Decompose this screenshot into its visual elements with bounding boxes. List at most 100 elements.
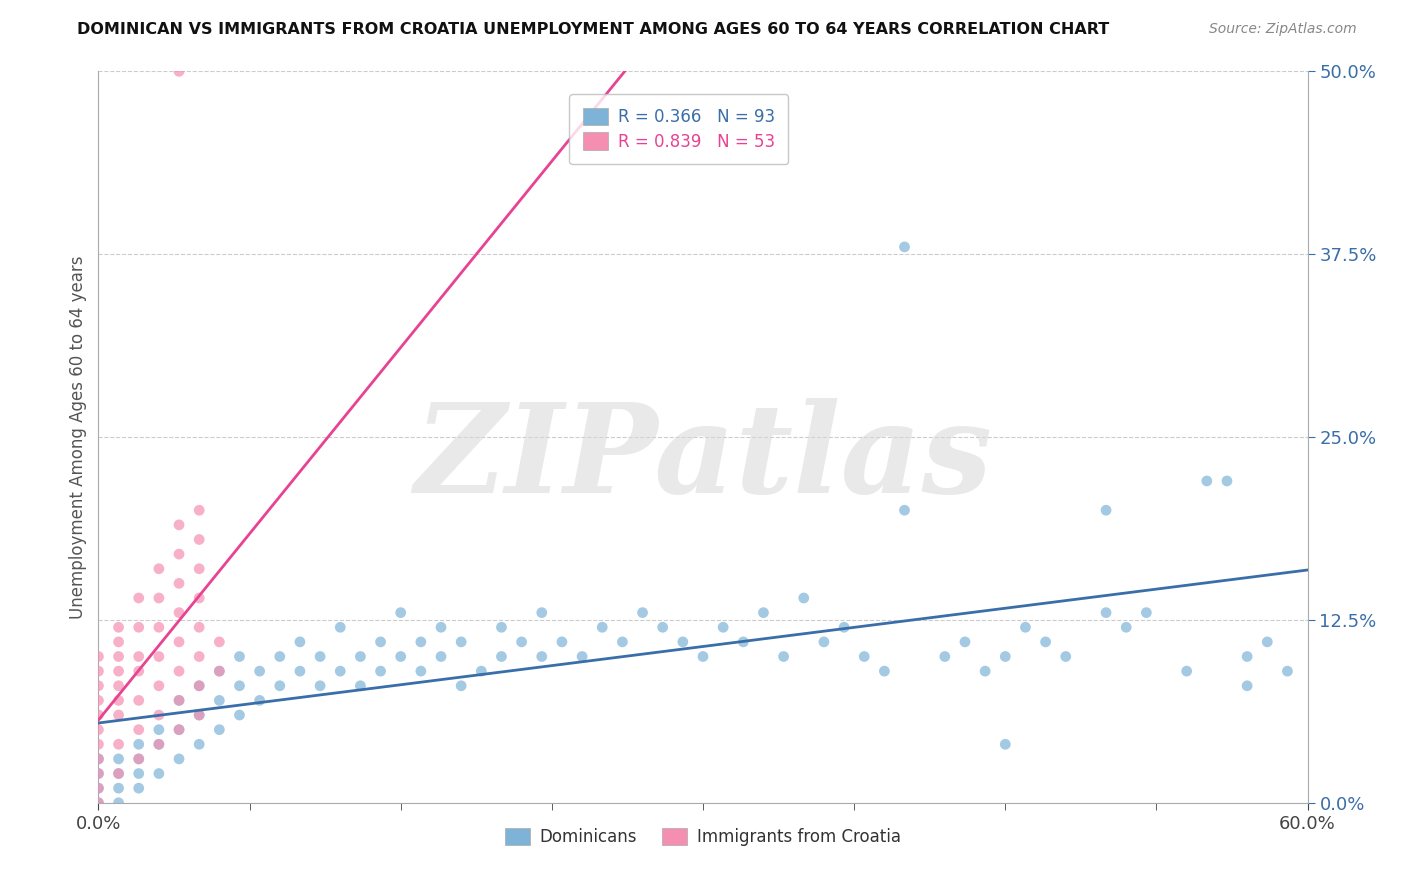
Point: [430, 649, 453, 664]
Point: [1236, 649, 1258, 664]
Y-axis label: Unemployment Among Ages 60 to 64 years: Unemployment Among Ages 60 to 64 years: [69, 255, 87, 619]
Point: [188, 533, 211, 547]
Point: [128, 693, 150, 707]
Point: [1135, 606, 1157, 620]
Point: [1054, 649, 1077, 664]
Legend: Dominicans, Immigrants from Croatia: Dominicans, Immigrants from Croatia: [498, 822, 908, 853]
Point: [409, 664, 432, 678]
Point: [893, 503, 915, 517]
Point: [107, 664, 129, 678]
Point: [994, 737, 1017, 751]
Point: [107, 693, 129, 707]
Point: [208, 664, 231, 678]
Point: [551, 635, 574, 649]
Point: [87, 796, 110, 810]
Point: [733, 635, 755, 649]
Point: [571, 649, 593, 664]
Point: [793, 591, 815, 605]
Point: [249, 664, 271, 678]
Point: [167, 693, 190, 707]
Point: [167, 576, 190, 591]
Point: [188, 679, 211, 693]
Point: [167, 635, 190, 649]
Point: [470, 664, 492, 678]
Point: [107, 752, 129, 766]
Point: [389, 606, 412, 620]
Point: [672, 635, 695, 649]
Point: [651, 620, 673, 634]
Point: [148, 766, 170, 780]
Point: [87, 723, 110, 737]
Point: [994, 649, 1017, 664]
Point: [148, 591, 170, 605]
Point: [87, 766, 110, 780]
Point: [167, 693, 190, 707]
Point: [208, 693, 231, 707]
Point: [107, 708, 129, 723]
Point: [591, 620, 613, 634]
Text: ZIPatlas: ZIPatlas: [413, 398, 993, 520]
Point: [128, 752, 150, 766]
Point: [1095, 503, 1118, 517]
Point: [288, 635, 311, 649]
Point: [87, 649, 110, 664]
Point: [128, 620, 150, 634]
Point: [148, 737, 170, 751]
Point: [711, 620, 734, 634]
Point: [249, 693, 271, 707]
Point: [208, 635, 231, 649]
Point: [128, 766, 150, 780]
Point: [934, 649, 956, 664]
Point: [692, 649, 714, 664]
Point: [87, 781, 110, 796]
Point: [329, 620, 352, 634]
Point: [188, 649, 211, 664]
Point: [389, 649, 412, 664]
Point: [269, 649, 291, 664]
Point: [87, 781, 110, 796]
Point: [87, 664, 110, 678]
Point: [772, 649, 794, 664]
Point: [188, 503, 211, 517]
Point: [450, 635, 472, 649]
Point: [430, 620, 453, 634]
Point: [188, 562, 211, 576]
Point: [228, 708, 250, 723]
Point: [188, 737, 211, 751]
Point: [128, 649, 150, 664]
Point: [349, 679, 371, 693]
Point: [87, 752, 110, 766]
Point: [1216, 474, 1239, 488]
Point: [188, 708, 211, 723]
Point: [167, 547, 190, 561]
Point: [370, 635, 392, 649]
Point: [188, 679, 211, 693]
Point: [1035, 635, 1057, 649]
Point: [953, 635, 976, 649]
Point: [370, 664, 392, 678]
Point: [128, 737, 150, 751]
Point: [128, 591, 150, 605]
Point: [530, 649, 553, 664]
Point: [1014, 620, 1036, 634]
Point: [409, 635, 432, 649]
Point: [530, 606, 553, 620]
Point: [167, 723, 190, 737]
Point: [1236, 679, 1258, 693]
Point: [208, 723, 231, 737]
Point: [107, 781, 129, 796]
Point: [87, 766, 110, 780]
Point: [188, 620, 211, 634]
Point: [974, 664, 997, 678]
Point: [107, 766, 129, 780]
Point: [752, 606, 775, 620]
Text: Source: ZipAtlas.com: Source: ZipAtlas.com: [1209, 22, 1357, 37]
Point: [188, 708, 211, 723]
Point: [1175, 664, 1198, 678]
Point: [107, 620, 129, 634]
Point: [450, 679, 472, 693]
Point: [612, 635, 634, 649]
Point: [148, 620, 170, 634]
Point: [228, 679, 250, 693]
Point: [208, 664, 231, 678]
